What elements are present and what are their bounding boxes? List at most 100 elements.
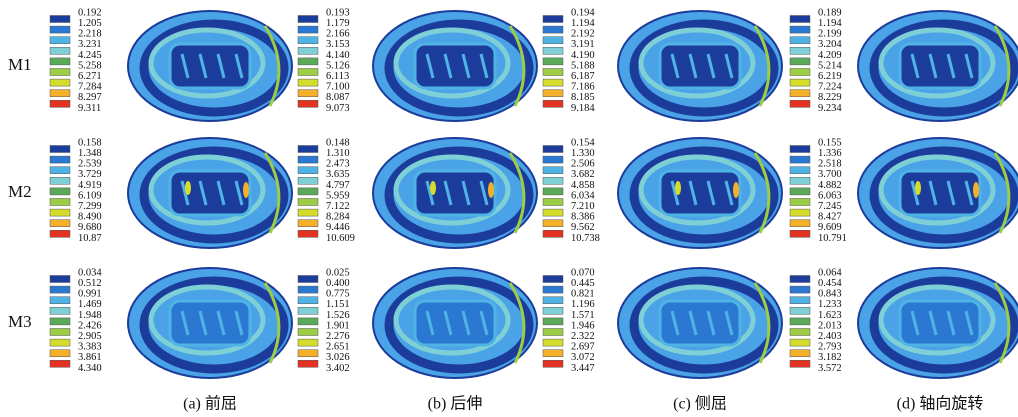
legend-swatch	[543, 297, 563, 304]
legend-swatch	[298, 146, 318, 153]
legend-value: 8.284	[326, 212, 350, 223]
legend-swatch	[790, 209, 810, 216]
plot-hotspot	[430, 181, 436, 195]
legend-value: 2.651	[326, 342, 350, 353]
legend-value: 3.729	[78, 169, 102, 180]
legend-swatch	[543, 286, 563, 293]
legend-swatch	[50, 318, 70, 325]
legend-swatch	[790, 167, 810, 174]
legend-swatch	[790, 26, 810, 33]
contour-plot	[128, 138, 292, 248]
legend-swatch	[790, 286, 810, 293]
legend-value: 6.034	[571, 190, 595, 201]
legend-value: 8.229	[818, 92, 842, 103]
legend-value: 7.245	[818, 201, 842, 212]
caption: (a) 前屈	[183, 395, 237, 413]
legend-value: 5.959	[326, 190, 350, 201]
legend-value: 2.192	[571, 29, 595, 40]
legend-swatch	[50, 209, 70, 216]
legend-value: 2.697	[571, 342, 595, 353]
legend-value: 8.297	[78, 92, 102, 103]
legend-swatch	[790, 350, 810, 357]
legend-swatch	[543, 79, 563, 86]
legend-swatch	[790, 146, 810, 153]
legend-value: 0.155	[818, 137, 842, 148]
legend-swatch	[298, 307, 318, 314]
legend-swatch	[298, 297, 318, 304]
legend-value: 3.072	[571, 352, 595, 363]
legend-value: 2.518	[818, 159, 842, 170]
legend-value: 5.214	[818, 60, 842, 71]
legend-value: 0.189	[818, 7, 842, 18]
legend-value: 3.635	[326, 169, 350, 180]
row-label: M3	[8, 312, 32, 331]
legend-value: 8.490	[78, 212, 102, 223]
legend-value: 5.126	[326, 60, 350, 71]
legend-value: 3.700	[818, 169, 842, 180]
legend-value: 1.948	[78, 310, 102, 321]
contour-plot	[128, 268, 292, 378]
legend-swatch	[50, 69, 70, 76]
legend-swatch	[298, 26, 318, 33]
legend-swatch	[790, 276, 810, 283]
legend-value: 0.154	[571, 137, 595, 148]
legend-swatch	[50, 230, 70, 237]
legend-swatch	[790, 188, 810, 195]
legend-swatch	[543, 16, 563, 23]
legend-swatch	[790, 100, 810, 107]
legend-value: 9.311	[78, 103, 101, 114]
legend-swatch	[50, 360, 70, 367]
legend-value: 9.446	[326, 222, 350, 233]
legend-swatch	[298, 329, 318, 336]
legend-swatch	[543, 90, 563, 97]
legend-swatch	[543, 307, 563, 314]
legend-value: 6.063	[818, 190, 842, 201]
legend-swatch	[50, 350, 70, 357]
contour-plot	[373, 268, 537, 378]
legend-value: 6.113	[326, 71, 349, 82]
legend-value: 5.258	[78, 60, 102, 71]
legend-value: 1.233	[818, 299, 842, 310]
legend-swatch	[298, 100, 318, 107]
legend-swatch	[298, 90, 318, 97]
legend-value: 7.186	[571, 82, 595, 93]
plot-hotspot	[675, 181, 681, 195]
legend-value: 0.843	[818, 289, 842, 300]
legend-value: 2.013	[818, 320, 842, 331]
legend-swatch	[50, 199, 70, 206]
legend-value: 7.284	[78, 82, 102, 93]
legend-value: 9.562	[571, 222, 595, 233]
legend-swatch	[790, 37, 810, 44]
legend-value: 2.506	[571, 159, 595, 170]
legend-value: 2.322	[571, 331, 595, 342]
legend-value: 1.571	[571, 310, 595, 321]
legend-swatch	[50, 100, 70, 107]
legend-value: 0.400	[326, 278, 350, 289]
legend-value: 1.196	[571, 299, 595, 310]
legend-value: 9.184	[571, 103, 595, 114]
legend-swatch	[50, 156, 70, 163]
legend-value: 2.276	[326, 331, 350, 342]
legend-swatch	[298, 276, 318, 283]
legend-value: 9.073	[326, 103, 350, 114]
legend-swatch	[543, 188, 563, 195]
legend-value: 0.821	[571, 289, 595, 300]
contour-plot	[128, 11, 292, 121]
legend-value: 0.025	[326, 267, 350, 278]
legend-value: 3.026	[326, 352, 350, 363]
legend-swatch	[543, 360, 563, 367]
contour-plot	[618, 11, 782, 121]
legend-swatch	[298, 37, 318, 44]
legend-swatch	[50, 339, 70, 346]
legend-swatch	[298, 199, 318, 206]
legend-swatch	[790, 177, 810, 184]
contour-plot	[858, 268, 1018, 378]
legend-swatch	[790, 360, 810, 367]
legend-value: 1.901	[326, 320, 350, 331]
legend-value: 0.194	[571, 7, 595, 18]
legend-swatch	[298, 69, 318, 76]
contour-plot	[858, 11, 1018, 121]
contour-plot	[858, 138, 1018, 248]
legend-value: 6.109	[78, 190, 102, 201]
legend-swatch	[790, 199, 810, 206]
